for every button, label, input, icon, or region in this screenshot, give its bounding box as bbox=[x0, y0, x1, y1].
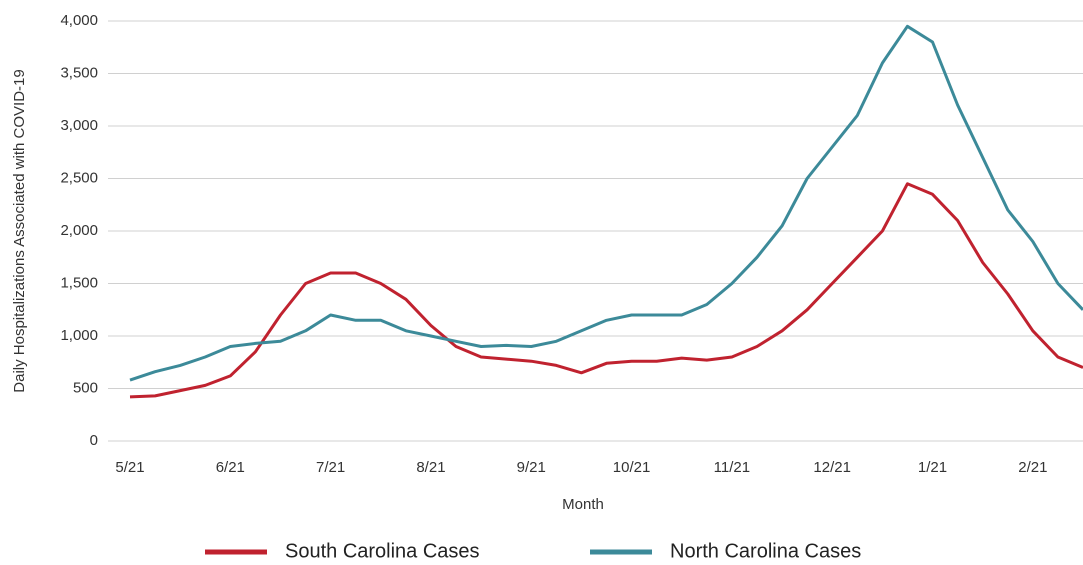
series-line bbox=[129, 182, 1083, 399]
y-tick-label: 500 bbox=[73, 379, 98, 396]
y-tick-label: 3,000 bbox=[60, 117, 98, 134]
y-tick-label: 4,000 bbox=[60, 12, 98, 29]
y-tick-label: 1,500 bbox=[60, 274, 98, 291]
x-tick-label: 1/21 bbox=[918, 459, 947, 476]
y-tick-label: 3,500 bbox=[60, 64, 98, 81]
x-tick-label: 6/21 bbox=[216, 459, 245, 476]
x-axis-label: Month bbox=[562, 496, 604, 513]
x-tick-label: 12/21 bbox=[813, 459, 851, 476]
x-tick-label: 5/21 bbox=[115, 459, 144, 476]
y-tick-label: 2,000 bbox=[60, 222, 98, 239]
series-line bbox=[129, 24, 1083, 382]
x-tick-label: 10/21 bbox=[613, 459, 651, 476]
legend-text: North Carolina Cases bbox=[670, 540, 861, 562]
x-tick-label: 7/21 bbox=[316, 459, 345, 476]
x-tick-label: 8/21 bbox=[416, 459, 445, 476]
x-tick-label: 2/21 bbox=[1018, 459, 1047, 476]
y-axis-label: Daily Hospitalizations Associated with C… bbox=[11, 69, 28, 392]
y-tick-label: 2,500 bbox=[60, 169, 98, 186]
y-tick-label: 0 bbox=[90, 432, 98, 449]
y-tick-label: 1,000 bbox=[60, 327, 98, 344]
x-tick-label: 9/21 bbox=[517, 459, 546, 476]
x-tick-label: 11/21 bbox=[714, 459, 750, 476]
legend-text: South Carolina Cases bbox=[285, 540, 480, 562]
